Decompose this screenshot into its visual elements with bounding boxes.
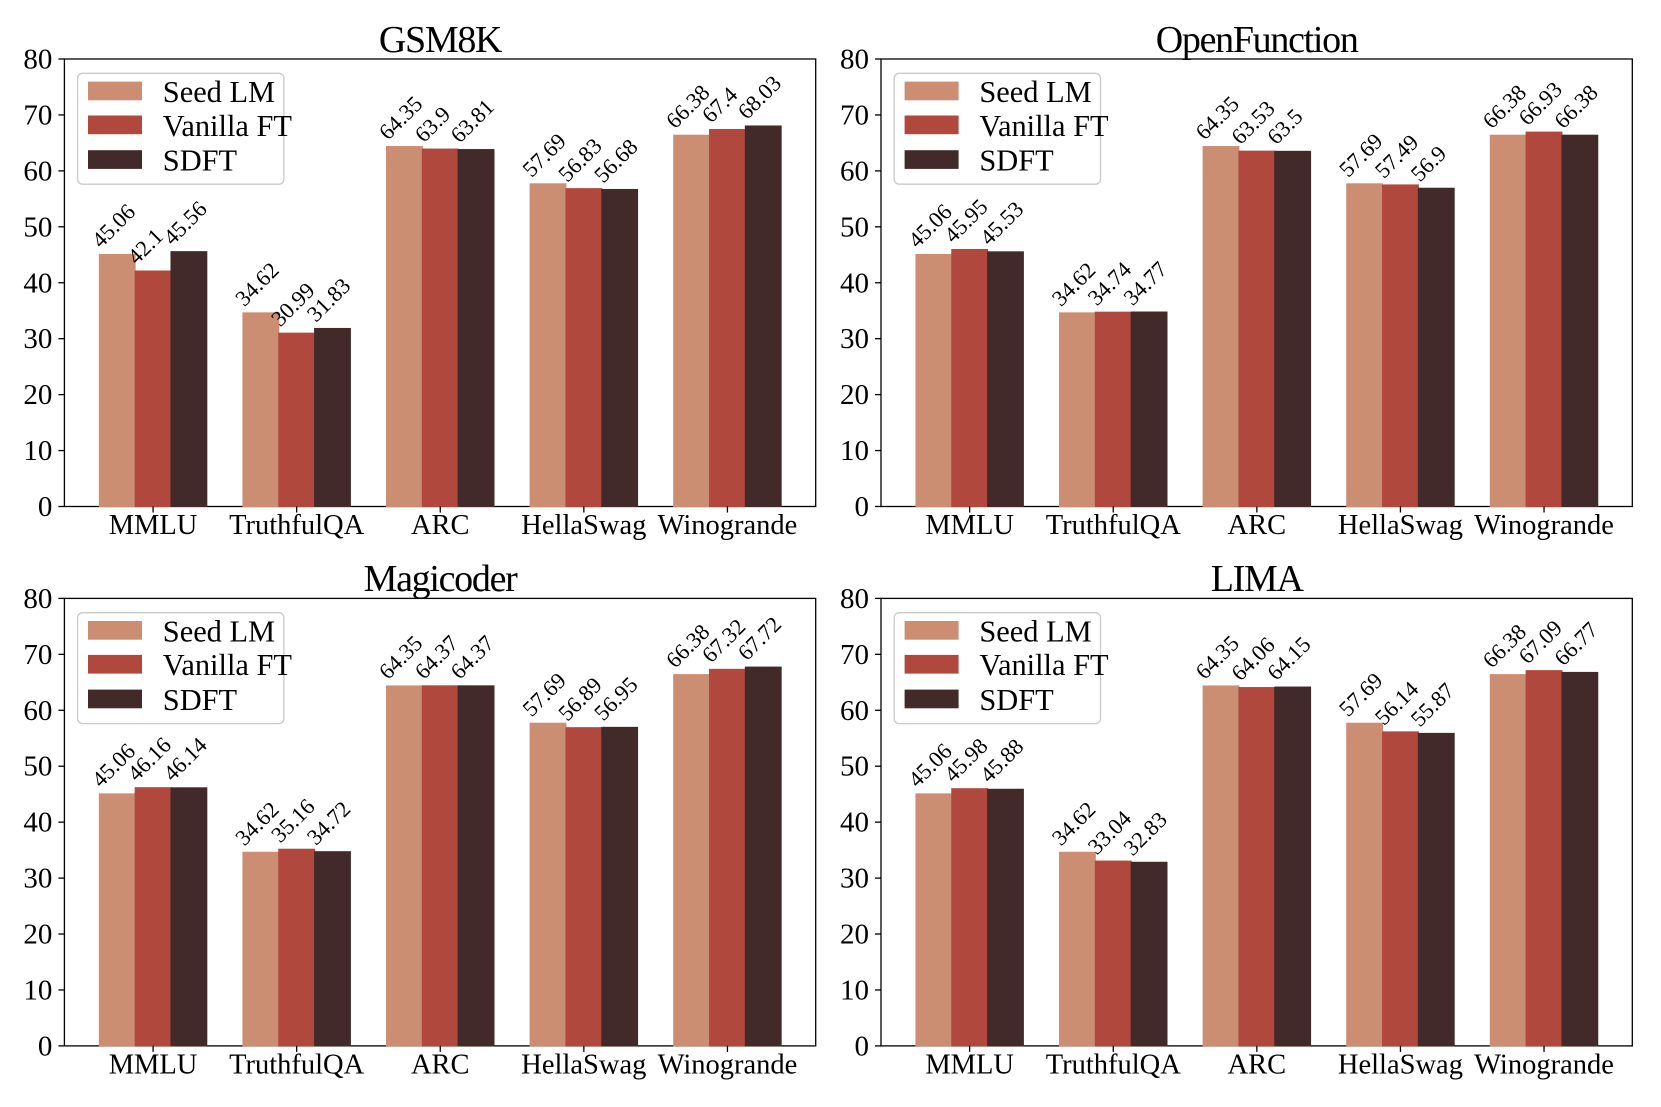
svg-text:60: 60	[23, 155, 52, 187]
svg-text:0: 0	[38, 1030, 53, 1062]
svg-text:10: 10	[840, 435, 869, 467]
svg-text:40: 40	[23, 267, 52, 299]
svg-text:10: 10	[23, 974, 52, 1006]
svg-text:10: 10	[23, 435, 52, 467]
svg-text:0: 0	[38, 491, 53, 523]
svg-text:Winogrande: Winogrande	[1474, 1049, 1614, 1080]
svg-text:TruthfulQA: TruthfulQA	[1046, 1049, 1182, 1080]
svg-text:0: 0	[855, 491, 870, 523]
svg-text:20: 20	[23, 379, 52, 411]
svg-text:Vanilla FT: Vanilla FT	[163, 109, 293, 143]
svg-text:20: 20	[840, 919, 869, 951]
svg-text:Vanilla FT: Vanilla FT	[163, 648, 293, 682]
svg-text:40: 40	[840, 807, 869, 839]
svg-text:70: 70	[23, 639, 52, 671]
svg-text:ARC: ARC	[1228, 1049, 1287, 1080]
svg-text:MMLU: MMLU	[925, 510, 1014, 541]
svg-text:SDFT: SDFT	[163, 683, 238, 717]
svg-text:80: 80	[23, 583, 52, 615]
svg-text:LIMA: LIMA	[1211, 558, 1305, 600]
svg-text:Seed LM: Seed LM	[979, 75, 1091, 109]
svg-text:70: 70	[840, 99, 869, 131]
svg-text:Magicoder: Magicoder	[364, 558, 519, 600]
svg-text:Seed LM: Seed LM	[163, 75, 275, 109]
svg-text:60: 60	[840, 695, 869, 727]
svg-text:TruthfulQA: TruthfulQA	[229, 1049, 365, 1080]
svg-text:80: 80	[840, 583, 869, 615]
svg-text:TruthfulQA: TruthfulQA	[229, 510, 365, 541]
svg-text:OpenFunction: OpenFunction	[1156, 19, 1359, 61]
svg-text:HellaSwag: HellaSwag	[521, 1049, 646, 1080]
svg-text:80: 80	[840, 44, 869, 76]
svg-text:HellaSwag: HellaSwag	[521, 510, 646, 541]
svg-text:ARC: ARC	[411, 510, 470, 541]
svg-text:Vanilla FT: Vanilla FT	[979, 109, 1109, 143]
svg-text:Winogrande: Winogrande	[1474, 510, 1614, 541]
svg-text:Seed LM: Seed LM	[163, 614, 275, 648]
svg-text:SDFT: SDFT	[163, 144, 238, 178]
svg-text:60: 60	[23, 695, 52, 727]
svg-text:MMLU: MMLU	[925, 1049, 1014, 1080]
svg-text:ARC: ARC	[411, 1049, 470, 1080]
svg-text:ARC: ARC	[1228, 510, 1287, 541]
svg-text:50: 50	[840, 211, 869, 243]
svg-text:30: 30	[23, 323, 52, 355]
svg-text:20: 20	[23, 919, 52, 951]
svg-text:MMLU: MMLU	[109, 1049, 198, 1080]
svg-text:Vanilla FT: Vanilla FT	[979, 648, 1109, 682]
svg-text:HellaSwag: HellaSwag	[1338, 1049, 1463, 1080]
svg-text:Winogrande: Winogrande	[658, 1049, 798, 1080]
svg-text:50: 50	[840, 751, 869, 783]
svg-text:30: 30	[23, 863, 52, 895]
svg-text:80: 80	[23, 44, 52, 76]
svg-text:GSM8K: GSM8K	[379, 19, 503, 61]
svg-text:MMLU: MMLU	[109, 510, 198, 541]
svg-text:20: 20	[840, 379, 869, 411]
svg-text:TruthfulQA: TruthfulQA	[1046, 510, 1182, 541]
svg-text:Winogrande: Winogrande	[658, 510, 798, 541]
svg-text:Seed LM: Seed LM	[979, 614, 1091, 648]
svg-text:HellaSwag: HellaSwag	[1338, 510, 1463, 541]
svg-text:70: 70	[23, 99, 52, 131]
svg-text:10: 10	[840, 974, 869, 1006]
svg-text:0: 0	[855, 1030, 870, 1062]
svg-text:50: 50	[23, 211, 52, 243]
svg-text:40: 40	[23, 807, 52, 839]
svg-text:SDFT: SDFT	[979, 144, 1054, 178]
svg-text:60: 60	[840, 155, 869, 187]
svg-text:SDFT: SDFT	[979, 683, 1054, 717]
svg-text:50: 50	[23, 751, 52, 783]
svg-text:40: 40	[840, 267, 869, 299]
svg-text:30: 30	[840, 323, 869, 355]
svg-text:30: 30	[840, 863, 869, 895]
svg-text:70: 70	[840, 639, 869, 671]
